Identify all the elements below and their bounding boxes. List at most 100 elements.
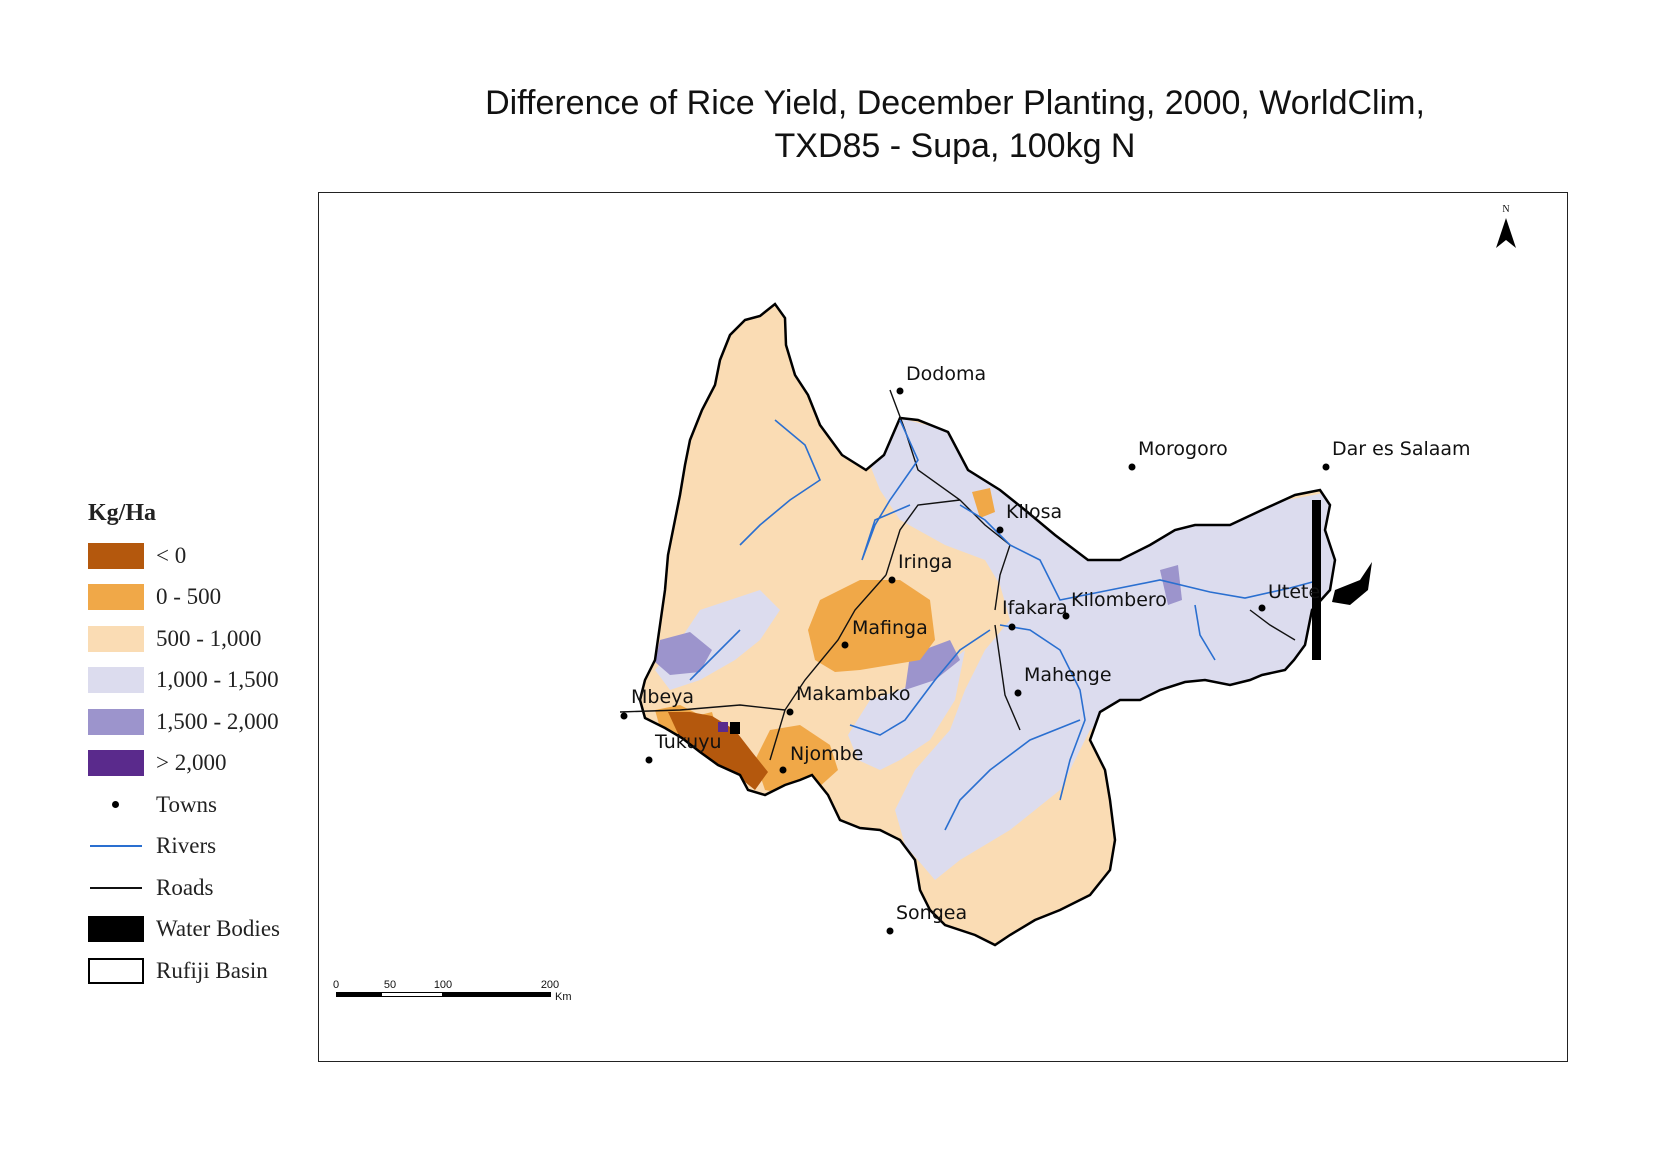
town-label-songea: Songea [896,902,967,924]
legend-swatch-below-0 [88,542,144,569]
legend-item-1500-2000: 1,500 - 2,000 [88,701,318,743]
legend-label-0-500: 0 - 500 [156,584,222,610]
legend-label-1000-1500: 1,000 - 1,500 [156,667,279,693]
river-luwegu [944,719,1081,831]
scale-unit: Km [555,991,572,1003]
legend-item-1000-1500: 1,000 - 1,500 [88,660,318,702]
town-dot-songea[interactable] [886,927,894,935]
town-dot-kilosa[interactable] [996,526,1004,534]
class-0-500-mafinga [808,580,935,672]
north-arrow-icon [1496,218,1516,248]
yield-raster [640,304,1335,945]
water-body-delta [1332,562,1372,605]
road-line-icon [88,875,144,901]
town-label-mafinga: Mafinga [852,617,928,639]
map-frame [318,192,1568,1062]
map-title: Difference of Rice Yield, December Plant… [330,82,1580,168]
class-above-2000 [718,722,728,732]
legend-swatch-1000-1500 [88,667,144,694]
legend-label-basin: Rufiji Basin [156,957,268,983]
town-dot-njombe[interactable] [779,766,787,774]
legend-label-500-1000: 500 - 1,000 [156,625,262,651]
scale-bar-gap [382,993,442,996]
scale-bar: 0 50 100 200 Km [333,979,572,1003]
legend-item-below-0: < 0 [88,535,318,577]
legend-swatch-1500-2000 [88,708,144,735]
legend-swatch-water [88,916,144,943]
town-label-makambako: Makambako [796,683,911,705]
class-0-500-kilosa [972,488,995,518]
town-dot-dodoma[interactable] [896,387,904,395]
north-arrow: N [1496,204,1516,248]
town-label-tukuyu: Tukuyu [654,731,722,753]
water-body-lake [730,722,740,734]
legend-swatch-basin [88,957,144,984]
town-label-dodoma: Dodoma [906,363,986,385]
town-label-dar-es-salaam: Dar es Salaam [1332,438,1471,460]
class-1500-2000-west [655,632,712,675]
rivers [689,419,1321,831]
legend-item-water: Water Bodies [88,909,318,951]
legend-swatch-500-1000 [88,625,144,652]
legend-label-above-2000: > 2,000 [156,750,227,776]
town-label-njombe: Njombe [790,743,863,765]
town-markers: Dodoma Morogoro Dar es Salaam Kilosa Iri… [620,363,1471,935]
scale-tick-100: 100 [434,979,452,991]
town-label-mahenge: Mahenge [1024,664,1112,686]
north-label: N [1502,204,1509,215]
town-dot-utete[interactable] [1258,604,1266,612]
town-dot-dar-es-salaam[interactable] [1322,463,1330,471]
legend-label-roads: Roads [156,874,214,900]
river-little-ruaha [861,419,919,561]
river-ruhudji [849,629,991,736]
class-1500-2000-east [1160,565,1182,605]
town-label-iringa: Iringa [898,551,952,573]
legend-label-1500-2000: 1,500 - 2,000 [156,708,279,734]
town-label-kilombero: Kilombero [1071,589,1167,611]
town-dot-mbeya[interactable] [620,712,628,720]
road-iringa-kilosa [885,499,961,576]
road-utete [1249,609,1296,641]
town-dot-kilombero[interactable] [1062,612,1070,620]
town-label-morogoro: Morogoro [1138,438,1228,460]
river-usangu [689,629,741,681]
town-dot-mafinga[interactable] [841,641,849,649]
road-mbeya-makambako [619,704,786,713]
map-legend: Kg/Ha < 0 0 - 500 500 - 1,000 1,000 - 1,… [88,500,318,992]
river-line-icon [88,833,144,859]
river-utete-branch [1194,604,1216,661]
legend-item-500-1000: 500 - 1,000 [88,618,318,660]
legend-item-towns: Towns [88,784,318,826]
legend-item-roads: Roads [88,867,318,909]
town-dot-makambako[interactable] [786,708,794,716]
town-dot-ifakara[interactable] [1008,623,1016,631]
town-dot-tukuyu[interactable] [645,756,653,764]
water-bodies [730,500,1372,734]
legend-item-basin: Rufiji Basin [88,950,318,992]
river-rufiji-main [959,504,1321,601]
town-dot-iringa[interactable] [888,576,896,584]
town-label-mbeya: Mbeya [631,686,694,708]
legend-label-below-0: < 0 [156,542,187,568]
town-dot-mahenge[interactable] [1014,689,1022,697]
town-dot-morogoro[interactable] [1128,463,1136,471]
legend-item-rivers: Rivers [88,826,318,868]
legend-label-towns: Towns [156,791,218,817]
legend-swatch-0-500 [88,584,144,611]
town-dot-icon [88,792,144,818]
legend-label-water: Water Bodies [156,916,280,942]
legend-label-rivers: Rivers [156,833,217,859]
scale-tick-50: 50 [384,979,396,991]
road-iringa-njombe [769,574,887,761]
class-below-0-tukuyu [668,712,768,790]
town-label-kilosa: Kilosa [1006,501,1062,523]
scale-bar-segment-100-200 [443,992,551,997]
road-ifakara-mahenge [994,624,1021,731]
river-kilombero [999,624,1086,801]
legend-item-0-500: 0 - 500 [88,577,318,619]
town-label-ifakara: Ifakara [1002,597,1068,619]
scale-tick-0: 0 [333,979,339,991]
title-line-1: Difference of Rice Yield, December Plant… [485,84,1425,122]
title-line-2: TXD85 - Supa, 100kg N [774,127,1136,165]
